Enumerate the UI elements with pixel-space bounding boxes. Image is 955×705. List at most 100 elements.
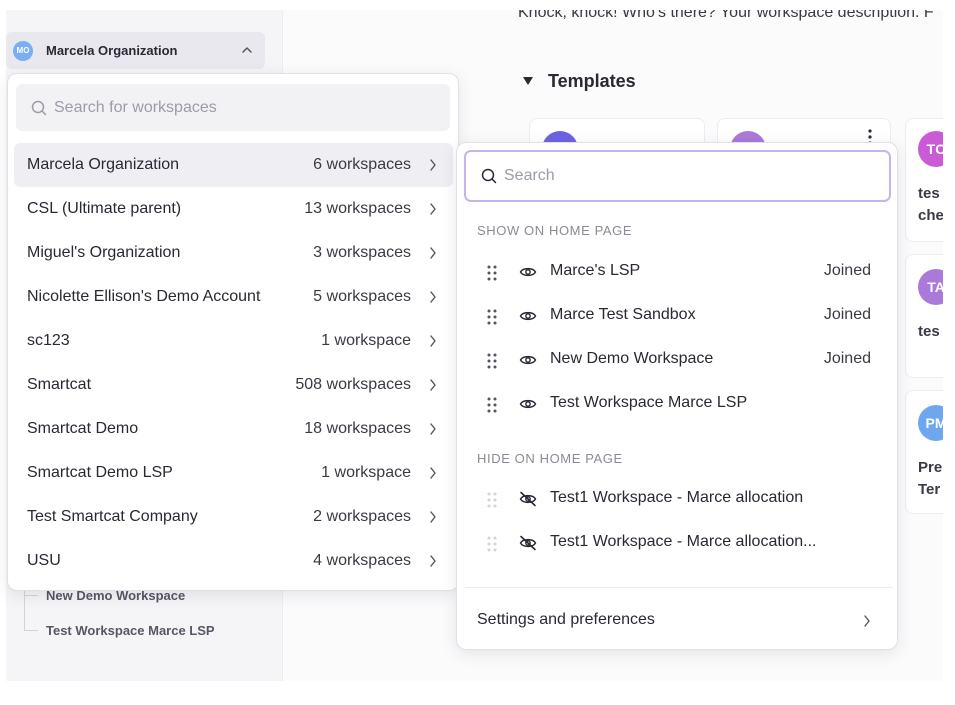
tree-connector: [24, 595, 38, 596]
tree-item-new-demo-workspace[interactable]: New Demo Workspace: [46, 588, 186, 603]
org-item-sc123[interactable]: sc123 1 workspace: [14, 319, 453, 363]
card-avatar: TC: [918, 131, 943, 167]
workspace-description: Knock, knock! Who's there? Your workspac…: [518, 10, 934, 21]
workspace-search-field[interactable]: [16, 84, 450, 131]
card-title: tes: [918, 185, 940, 202]
template-card[interactable]: TC tes che: [905, 118, 943, 242]
search-icon: [481, 168, 497, 184]
drag-handle-icon[interactable]: [486, 308, 498, 326]
eye-icon[interactable]: [519, 396, 537, 412]
card-subtitle: Ter: [918, 481, 941, 498]
org-item-name: USU: [27, 552, 61, 569]
org-item-count: 13 workspaces: [304, 200, 411, 217]
eye-off-icon[interactable]: [519, 491, 537, 507]
card-avatar: PM: [918, 405, 943, 441]
org-item-miguels-organization[interactable]: Miguel's Organization 3 workspaces: [14, 231, 453, 275]
org-item-name: Test Smartcat Company: [27, 508, 198, 525]
submenu-search-input[interactable]: [504, 152, 874, 200]
joined-status: Joined: [823, 262, 871, 279]
org-item-usu[interactable]: USU 4 workspaces: [14, 539, 453, 583]
workspace-search-input[interactable]: [54, 84, 434, 131]
org-item-name: sc123: [27, 332, 70, 349]
drag-handle-icon[interactable]: [486, 264, 498, 282]
workspace-item[interactable]: New Demo Workspace Joined: [457, 338, 897, 382]
card-title: Pre: [918, 459, 943, 476]
org-item-smartcat-demo[interactable]: Smartcat Demo 18 workspaces: [14, 407, 453, 451]
triangle-down-icon[interactable]: [522, 76, 534, 86]
organization-switcher-button[interactable]: MO Marcela Organization: [6, 32, 265, 69]
org-item-marcela-organization[interactable]: Marcela Organization 6 workspaces: [14, 143, 453, 187]
org-item-name: Marcela Organization: [27, 156, 180, 173]
hidden-workspace-item[interactable]: Test1 Workspace - Marce allocation...: [457, 521, 897, 565]
joined-status: Joined: [823, 350, 871, 367]
workspace-item[interactable]: Marce Test Sandbox Joined: [457, 294, 897, 338]
org-item-count: 1 workspace: [321, 464, 411, 481]
chevron-right-icon: [430, 555, 436, 567]
joined-status: Joined: [823, 306, 871, 323]
chevron-right-icon: [430, 335, 436, 347]
workspace-name: Marce Test Sandbox: [550, 306, 696, 323]
drag-handle-icon: [487, 536, 497, 552]
org-name-label: Marcela Organization: [46, 43, 178, 58]
org-avatar: MO: [13, 40, 33, 61]
eye-icon[interactable]: [519, 308, 537, 324]
workspace-name: New Demo Workspace: [550, 350, 714, 367]
tree-connector: [24, 630, 38, 631]
workspace-name: Marce's LSP: [550, 262, 641, 279]
tree-connector: [24, 578, 25, 630]
card-subtitle: che: [918, 207, 943, 224]
workspace-tree: New Demo Workspace Test Workspace Marce …: [24, 578, 264, 648]
drag-handle-icon[interactable]: [486, 352, 498, 370]
workspace-name: Test Workspace Marce LSP: [550, 394, 748, 411]
chevron-right-icon: [430, 467, 436, 479]
org-item-count: 1 workspace: [321, 332, 411, 349]
org-item-count: 6 workspaces: [313, 156, 411, 173]
eye-off-icon[interactable]: [519, 535, 537, 551]
org-item-name: Smartcat Demo: [27, 420, 139, 437]
tree-item-test-workspace-marce-lsp[interactable]: Test Workspace Marce LSP: [46, 623, 215, 638]
org-item-count: 2 workspaces: [313, 508, 411, 525]
chevron-right-icon: [864, 615, 870, 627]
org-item-csl[interactable]: CSL (Ultimate parent) 13 workspaces: [14, 187, 453, 231]
settings-label: Settings and preferences: [477, 611, 655, 628]
eye-icon[interactable]: [519, 352, 537, 368]
organization-dropdown: Marcela Organization 6 workspaces CSL (U…: [7, 73, 459, 591]
settings-and-preferences-item[interactable]: Settings and preferences: [457, 599, 897, 643]
workspace-submenu: SHOW ON HOME PAGE Marce's LSP Joined Mar…: [456, 142, 898, 650]
card-avatar: TA: [918, 269, 943, 305]
org-item-test-smartcat-company[interactable]: Test Smartcat Company 2 workspaces: [14, 495, 453, 539]
search-icon: [31, 100, 47, 116]
org-item-count: 4 workspaces: [313, 552, 411, 569]
hidden-workspace-item[interactable]: Test1 Workspace - Marce allocation: [457, 477, 897, 521]
workspace-name: Test1 Workspace - Marce allocation...: [550, 533, 817, 550]
workspace-item[interactable]: Test Workspace Marce LSP: [457, 382, 897, 426]
org-item-name: CSL (Ultimate parent): [27, 200, 182, 217]
workspace-item[interactable]: Marce's LSP Joined: [457, 250, 897, 294]
org-item-smartcat-demo-lsp[interactable]: Smartcat Demo LSP 1 workspace: [14, 451, 453, 495]
workspace-name: Test1 Workspace - Marce allocation: [550, 489, 804, 506]
org-item-name: Nicolette Ellison's Demo Account: [27, 288, 261, 305]
org-item-count: 18 workspaces: [304, 420, 411, 437]
org-item-name: Miguel's Organization: [27, 244, 181, 261]
templates-heading: Templates: [548, 71, 636, 91]
chevron-right-icon: [430, 159, 436, 171]
eye-icon[interactable]: [519, 264, 537, 280]
template-card[interactable]: PM Pre Ter: [905, 390, 943, 514]
hide-on-home-header: HIDE ON HOME PAGE: [477, 451, 623, 466]
org-item-name: Smartcat Demo LSP: [27, 464, 173, 481]
chevron-right-icon: [430, 291, 436, 303]
org-item-count: 508 workspaces: [295, 376, 411, 393]
org-item-smartcat[interactable]: Smartcat 508 workspaces: [14, 363, 453, 407]
org-item-nicolette-ellison[interactable]: Nicolette Ellison's Demo Account 5 works…: [14, 275, 453, 319]
submenu-search-field[interactable]: [464, 150, 891, 202]
chevron-right-icon: [430, 379, 436, 391]
chevron-right-icon: [430, 247, 436, 259]
drag-handle-icon: [487, 492, 497, 508]
chevron-right-icon: [430, 423, 436, 435]
org-item-name: Smartcat: [27, 376, 92, 393]
card-title: tes: [918, 323, 940, 340]
chevron-up-icon: [242, 47, 252, 53]
template-card[interactable]: TA tes: [905, 254, 943, 378]
drag-handle-icon[interactable]: [486, 396, 498, 414]
org-item-count: 3 workspaces: [313, 244, 411, 261]
